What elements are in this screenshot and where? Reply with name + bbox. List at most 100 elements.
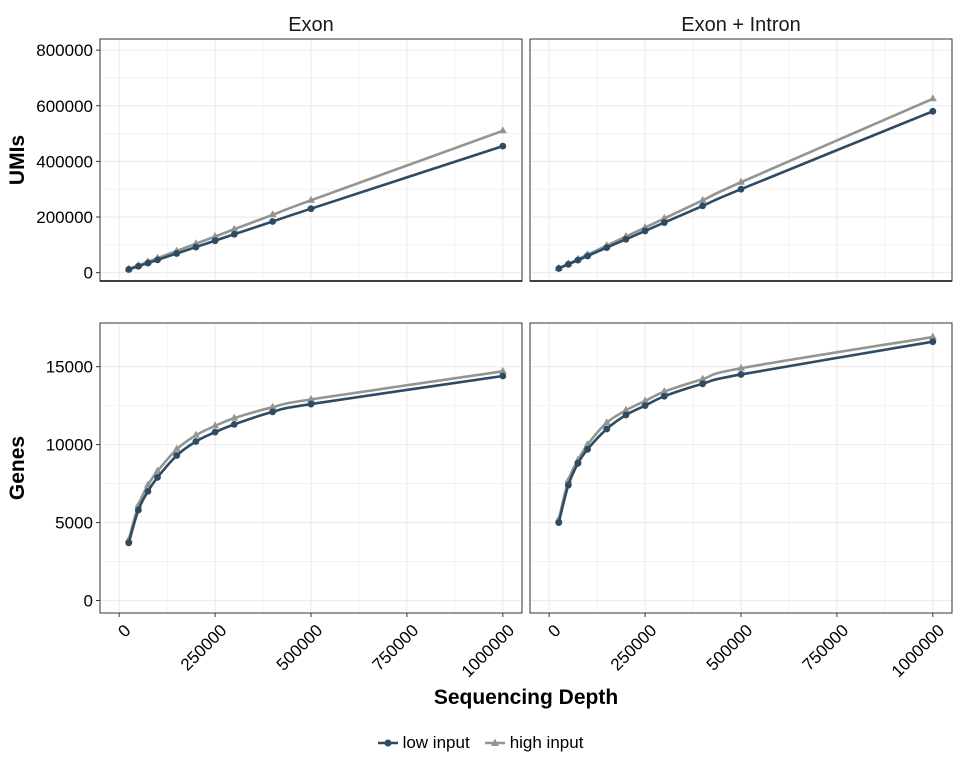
data-point-low-input xyxy=(564,260,572,268)
data-point-high-input xyxy=(660,387,669,395)
y-tick-label: 10000 xyxy=(46,436,93,455)
data-point-low-input xyxy=(134,262,142,270)
data-point-high-input xyxy=(230,224,239,232)
data-point-high-input xyxy=(307,394,315,402)
data-point-low-input xyxy=(555,519,563,526)
x-tick-label: 500000 xyxy=(703,621,757,675)
data-point-high-input xyxy=(698,374,707,382)
data-point-high-input xyxy=(928,94,937,102)
data-point-high-input xyxy=(660,213,669,221)
data-point-low-input xyxy=(584,252,591,260)
data-point-high-input xyxy=(307,195,315,203)
data-point-low-input xyxy=(574,256,582,264)
data-point-low-input xyxy=(574,459,582,467)
data-point-high-input xyxy=(153,466,162,474)
data-point-low-input xyxy=(230,420,238,428)
data-point-low-input xyxy=(929,338,937,346)
data-point-high-input xyxy=(737,363,745,371)
data-point-low-input xyxy=(699,202,707,210)
data-point-high-input xyxy=(191,430,200,438)
series-line-high-input xyxy=(128,129,504,271)
data-point-high-input xyxy=(641,396,650,404)
panel-border xyxy=(99,322,523,614)
x-tick-label: 750000 xyxy=(799,621,853,675)
panel-border xyxy=(529,322,953,614)
data-point-high-input xyxy=(498,126,507,134)
x-tick-label: 250000 xyxy=(607,621,661,675)
series-line-low-input xyxy=(127,374,504,544)
data-point-low-input xyxy=(622,411,630,419)
x-tick-label: 750000 xyxy=(369,621,423,675)
data-point-low-input xyxy=(154,473,161,481)
x-tick-label: 1000000 xyxy=(458,621,518,681)
data-point-low-input xyxy=(641,402,649,410)
y-tick-label: 0 xyxy=(84,264,93,283)
data-point-low-input xyxy=(929,107,937,115)
legend-label-high-input: high input xyxy=(509,733,584,752)
x-tick-label: 0 xyxy=(114,621,134,641)
legend-item-low-input: low input xyxy=(377,733,470,753)
legend-key-high-input xyxy=(484,738,505,746)
data-point-low-input xyxy=(144,487,152,495)
y-axis-label-umis: UMIs xyxy=(6,135,29,185)
y-tick-label: 200000 xyxy=(36,208,93,227)
x-axis-label: Sequencing Depth xyxy=(434,686,618,709)
data-point-low-input xyxy=(555,265,563,272)
x-tick-label: 0 xyxy=(544,621,564,641)
data-point-low-input xyxy=(699,380,707,388)
series-line-high-input xyxy=(557,335,934,520)
panel-genes-exon-intron: 0 250000 500000 750000 1000000 xyxy=(529,322,953,681)
data-point-low-input xyxy=(307,400,315,408)
data-point-low-input xyxy=(125,539,133,547)
facet-title-exon: Exon xyxy=(288,14,334,36)
x-tick-label: 250000 xyxy=(177,621,231,675)
data-point-low-input xyxy=(144,259,152,267)
data-point-high-input xyxy=(268,210,277,218)
y-tick-label: 5000 xyxy=(55,514,93,533)
data-point-low-input xyxy=(641,227,649,235)
data-point-low-input xyxy=(211,237,219,245)
data-point-low-input xyxy=(211,428,219,436)
data-point-low-input xyxy=(660,219,668,226)
series-line-high-input xyxy=(127,370,504,541)
data-point-low-input xyxy=(307,205,315,213)
data-point-low-input xyxy=(603,425,611,433)
data-point-low-input xyxy=(269,408,277,416)
legend-key-low-input xyxy=(377,739,398,747)
legend-label-low-input: low input xyxy=(402,733,470,752)
data-point-high-input xyxy=(230,413,239,421)
series-line-low-input xyxy=(128,144,504,271)
y-tick-label: 400000 xyxy=(36,152,93,171)
data-point-high-input xyxy=(498,366,507,374)
data-point-low-input xyxy=(660,392,668,400)
data-point-high-input xyxy=(602,418,611,426)
data-point-low-input xyxy=(584,445,591,453)
x-tick-label: 1000000 xyxy=(888,621,948,681)
data-point-low-input xyxy=(499,142,507,150)
data-point-low-input xyxy=(622,235,630,243)
data-point-low-input xyxy=(230,230,238,238)
data-point-low-input xyxy=(192,438,200,445)
data-point-high-input xyxy=(172,444,181,452)
data-point-low-input xyxy=(499,372,507,380)
data-point-low-input xyxy=(192,243,200,251)
y-tick-label: 15000 xyxy=(46,358,93,377)
data-point-low-input xyxy=(125,266,133,273)
data-point-low-input xyxy=(603,244,611,252)
legend: low input high input xyxy=(0,728,960,758)
x-tick-label: 500000 xyxy=(273,621,327,675)
y-tick-label: 600000 xyxy=(36,97,93,116)
data-point-low-input xyxy=(564,481,572,489)
panel-genes-exon: 0 5000 10000 15000 0 250000 500000 750000 100000… xyxy=(46,322,523,681)
data-point-low-input xyxy=(173,250,181,257)
data-point-high-input xyxy=(928,332,937,340)
data-point-high-input xyxy=(211,231,220,239)
data-point-high-input xyxy=(698,195,707,203)
panel-umis-exon: 0 200000 400000 600000 800000 xyxy=(36,38,523,283)
y-axis-label-genes: Genes xyxy=(6,436,29,500)
y-tick-label: 800000 xyxy=(36,41,93,60)
data-point-low-input xyxy=(737,185,745,193)
data-point-low-input xyxy=(737,371,745,378)
data-point-high-input xyxy=(211,421,220,429)
